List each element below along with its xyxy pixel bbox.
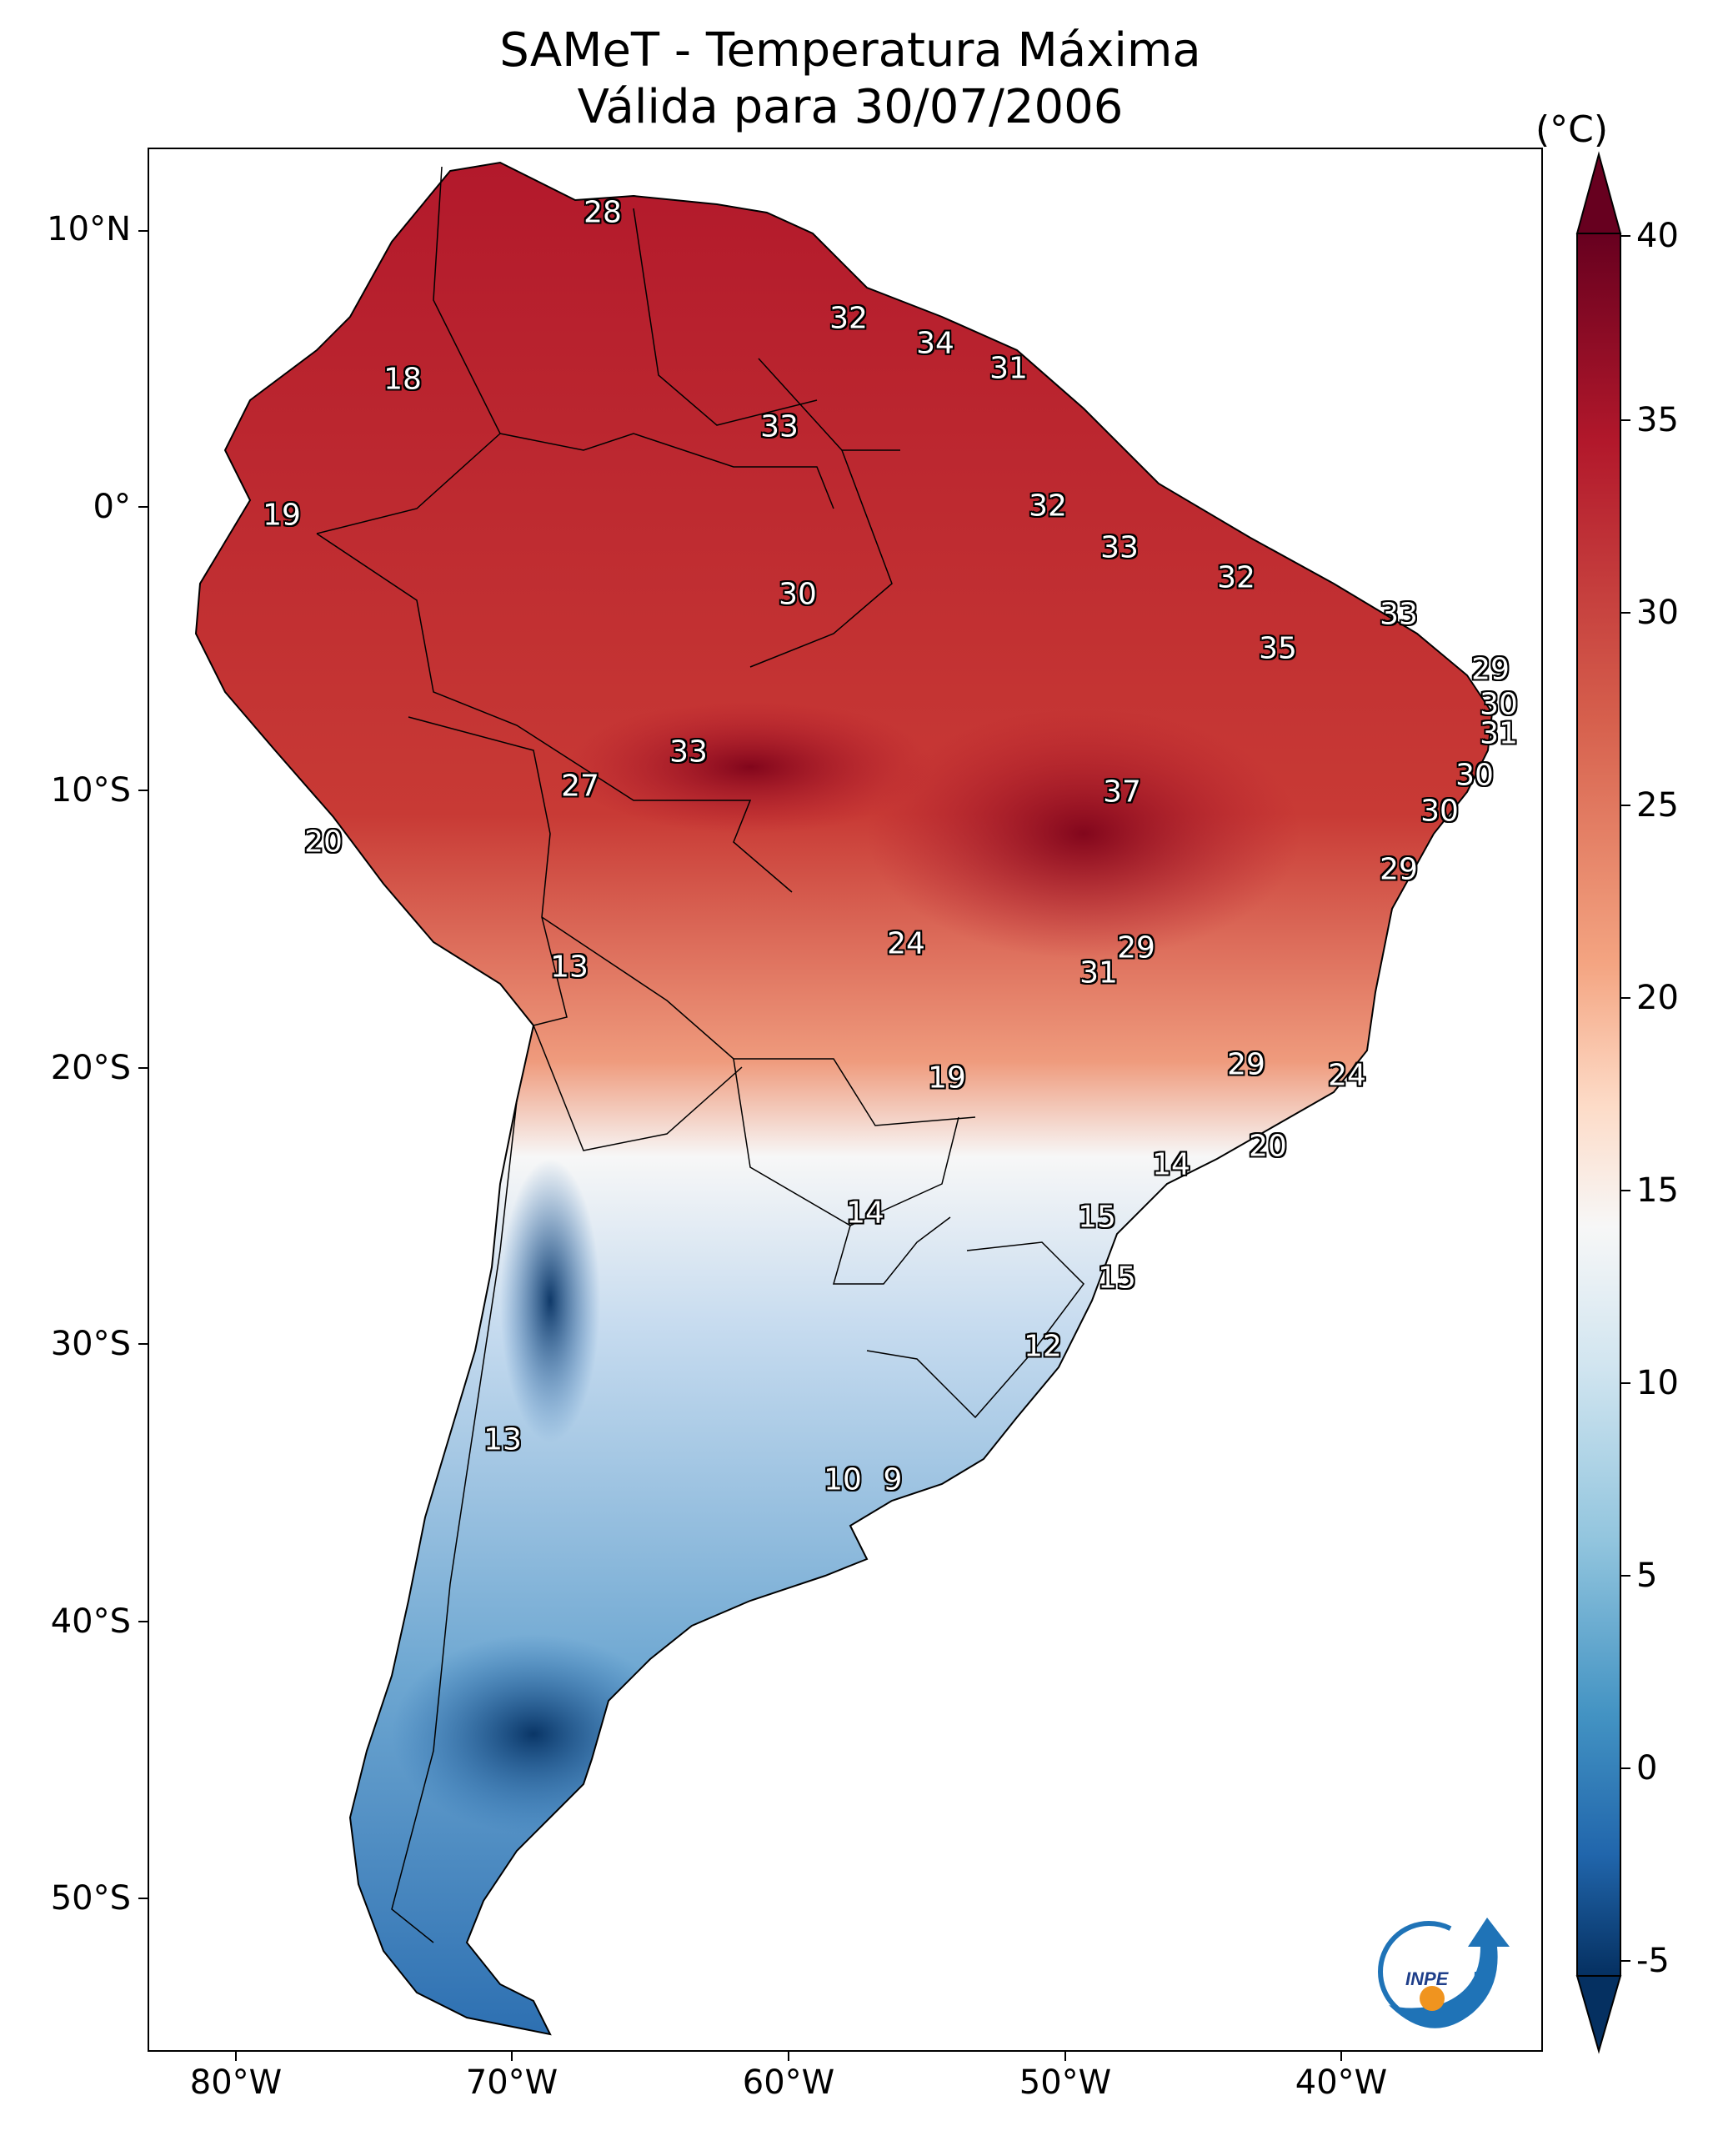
temperature-value: 20 bbox=[1249, 1129, 1287, 1164]
temperature-value: 30 bbox=[1420, 794, 1459, 829]
colorbar-tick-label: 5 bbox=[1636, 1557, 1658, 1595]
temperature-value: 30 bbox=[779, 577, 817, 612]
temperature-value: 24 bbox=[1328, 1058, 1366, 1093]
temperature-value: 32 bbox=[1217, 560, 1255, 595]
colorbar-tick-label: 10 bbox=[1636, 1364, 1679, 1402]
colorbar-tick-label: 35 bbox=[1636, 401, 1679, 439]
temperature-value: 33 bbox=[760, 409, 799, 444]
temperature-value: 30 bbox=[1480, 687, 1518, 722]
temperature-value: 29 bbox=[1117, 930, 1155, 965]
lat-label-20s: 20°S bbox=[50, 1049, 131, 1087]
lon-label-50w: 50°W bbox=[1019, 2063, 1112, 2102]
lat-label-50s: 50°S bbox=[50, 1879, 131, 1918]
temperature-value: 27 bbox=[561, 769, 599, 804]
temperature-value: 13 bbox=[483, 1422, 522, 1457]
temperature-value: 31 bbox=[989, 351, 1028, 386]
temperature-value: 35 bbox=[1259, 631, 1297, 666]
temperature-value: 18 bbox=[383, 362, 422, 397]
temperature-value: 29 bbox=[1471, 652, 1510, 687]
lon-label-40w: 40°W bbox=[1295, 2063, 1388, 2102]
lat-label-10n: 10°N bbox=[47, 210, 131, 248]
colorbar-tick-label: 0 bbox=[1636, 1749, 1658, 1787]
colorbar-max-arrow bbox=[1575, 151, 1622, 234]
coastline bbox=[194, 161, 1494, 2036]
lon-label-60w: 60°W bbox=[742, 2063, 835, 2102]
temperature-value: 13 bbox=[550, 950, 589, 985]
map-title: SAMeT - Temperatura Máxima bbox=[499, 23, 1201, 78]
temperature-value: 31 bbox=[1480, 716, 1518, 751]
temperature-value: 15 bbox=[1098, 1261, 1136, 1296]
temperature-value: 32 bbox=[1029, 489, 1067, 524]
colorbar-tick-label: 20 bbox=[1636, 979, 1679, 1017]
temperature-value: 10 bbox=[824, 1462, 862, 1497]
temperature-value: 29 bbox=[1380, 852, 1418, 887]
country-borders bbox=[316, 166, 1084, 1943]
colorbar-bar bbox=[1576, 233, 1621, 1977]
colorbar-tick-marks bbox=[1620, 235, 1630, 1962]
temperature-value: 19 bbox=[263, 498, 301, 533]
temperature-value: 9 bbox=[883, 1462, 903, 1497]
lon-label-80w: 80°W bbox=[189, 2063, 283, 2102]
temperature-value: 34 bbox=[916, 326, 954, 361]
temperature-value: 30 bbox=[1455, 758, 1494, 793]
colorbar bbox=[1575, 151, 1630, 2054]
temperature-value: 14 bbox=[846, 1196, 884, 1231]
temperature-value: 32 bbox=[829, 301, 868, 336]
temperature-value: 12 bbox=[1024, 1329, 1062, 1364]
lat-label-30s: 30°S bbox=[50, 1325, 131, 1363]
lat-label-40s: 40°S bbox=[50, 1602, 131, 1641]
temperature-value: 24 bbox=[887, 926, 925, 961]
temperature-value: 20 bbox=[304, 825, 343, 860]
inpe-logo: INPE bbox=[1378, 1918, 1510, 2028]
lat-label-10s: 10°S bbox=[50, 771, 131, 810]
axis-tick-marks bbox=[138, 230, 1342, 2061]
temperature-value: 14 bbox=[1152, 1147, 1190, 1182]
temperature-value: 28 bbox=[584, 195, 622, 230]
colorbar-tick-label: 15 bbox=[1636, 1171, 1679, 1210]
svg-text:INPE: INPE bbox=[1405, 1968, 1450, 1989]
colorbar-tick-label: -5 bbox=[1636, 1942, 1670, 1980]
colorbar-min-arrow bbox=[1575, 1975, 1622, 2054]
temperature-value: 31 bbox=[1079, 955, 1118, 990]
temperature-value: 37 bbox=[1103, 775, 1141, 810]
temperature-value: 29 bbox=[1227, 1047, 1265, 1082]
lon-label-70w: 70°W bbox=[465, 2063, 558, 2102]
map-subtitle: Válida para 30/07/2006 bbox=[577, 80, 1124, 134]
temperature-value: 15 bbox=[1078, 1200, 1116, 1235]
temperature-value: 33 bbox=[1380, 597, 1418, 632]
colorbar-tick-label: 30 bbox=[1636, 594, 1679, 632]
lat-label-0: 0° bbox=[93, 488, 131, 526]
temperature-value: 19 bbox=[928, 1060, 966, 1096]
temperature-value: 33 bbox=[1100, 530, 1139, 565]
colorbar-tick-label: 25 bbox=[1636, 786, 1679, 825]
temperature-value: 33 bbox=[669, 735, 708, 770]
colorbar-tick-label: 40 bbox=[1636, 217, 1679, 255]
colorbar-unit-label: (°C) bbox=[1535, 108, 1609, 151]
